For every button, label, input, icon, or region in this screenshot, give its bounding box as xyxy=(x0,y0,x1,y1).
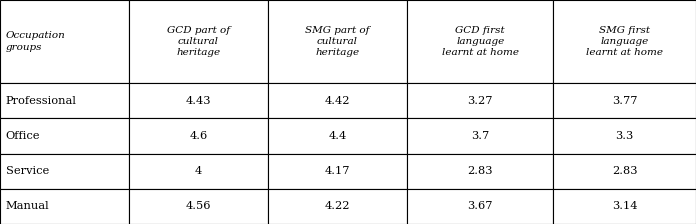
Text: Occupation
groups: Occupation groups xyxy=(6,32,65,52)
Bar xyxy=(268,118,407,153)
Bar xyxy=(553,118,696,153)
Text: 2.83: 2.83 xyxy=(612,166,638,176)
Text: Professional: Professional xyxy=(6,96,77,106)
Text: 3.67: 3.67 xyxy=(468,201,493,211)
Bar xyxy=(407,118,553,153)
Text: 4.42: 4.42 xyxy=(325,96,350,106)
Bar xyxy=(553,0,696,83)
Bar xyxy=(407,153,553,189)
Text: SMG first
language
learnt at home: SMG first language learnt at home xyxy=(586,26,663,57)
Text: 4.6: 4.6 xyxy=(189,131,207,141)
Text: 2.83: 2.83 xyxy=(468,166,493,176)
Bar xyxy=(0,153,129,189)
Bar xyxy=(407,83,553,118)
Text: Office: Office xyxy=(6,131,40,141)
Bar xyxy=(0,189,129,224)
Bar xyxy=(553,189,696,224)
Text: Manual: Manual xyxy=(6,201,49,211)
Bar xyxy=(268,189,407,224)
Text: 3.7: 3.7 xyxy=(471,131,489,141)
Bar xyxy=(129,153,268,189)
Bar xyxy=(129,189,268,224)
Bar xyxy=(553,83,696,118)
Bar xyxy=(407,189,553,224)
Bar xyxy=(553,153,696,189)
Bar xyxy=(0,83,129,118)
Bar xyxy=(0,118,129,153)
Text: 4.4: 4.4 xyxy=(329,131,347,141)
Bar xyxy=(268,83,407,118)
Text: 3.77: 3.77 xyxy=(612,96,638,106)
Text: 4.56: 4.56 xyxy=(186,201,211,211)
Text: GCD part of
cultural
heritage: GCD part of cultural heritage xyxy=(167,26,230,57)
Text: SMG part of
cultural
heritage: SMG part of cultural heritage xyxy=(306,26,370,57)
Text: 4.17: 4.17 xyxy=(325,166,350,176)
Text: 3.3: 3.3 xyxy=(615,131,634,141)
Text: 3.27: 3.27 xyxy=(468,96,493,106)
Bar xyxy=(268,153,407,189)
Text: Service: Service xyxy=(6,166,49,176)
Text: 4.43: 4.43 xyxy=(186,96,211,106)
Bar xyxy=(129,83,268,118)
Text: GCD first
language
learnt at home: GCD first language learnt at home xyxy=(442,26,519,57)
Bar xyxy=(129,118,268,153)
Bar xyxy=(0,0,129,83)
Text: 3.14: 3.14 xyxy=(612,201,638,211)
Bar xyxy=(129,0,268,83)
Bar xyxy=(268,0,407,83)
Bar xyxy=(407,0,553,83)
Text: 4.22: 4.22 xyxy=(325,201,350,211)
Text: 4: 4 xyxy=(195,166,202,176)
